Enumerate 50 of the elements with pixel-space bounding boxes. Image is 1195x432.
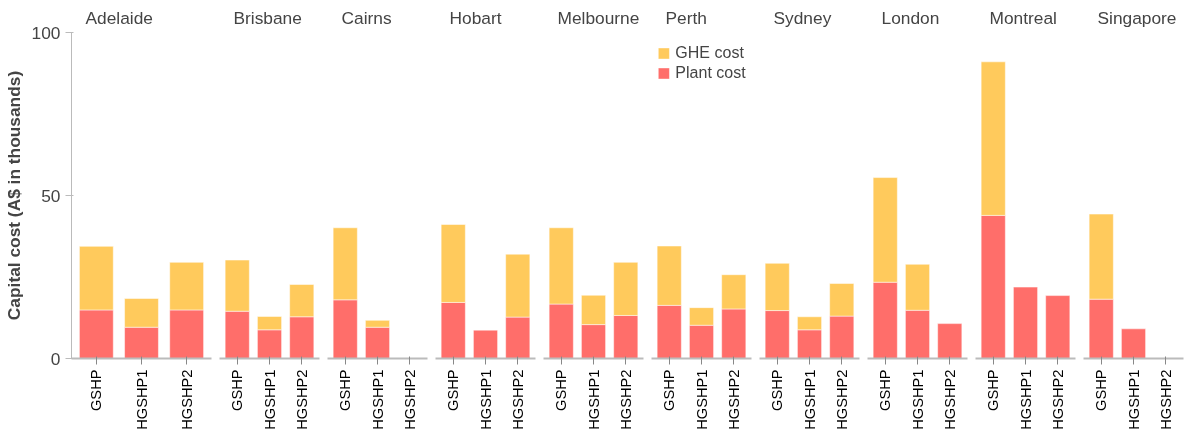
x-tick-label: HGSHP1	[369, 369, 386, 430]
bar	[473, 329, 498, 359]
legend-label: GHE cost	[675, 44, 744, 62]
legend-label: Plant cost	[675, 64, 746, 82]
chart-title: Montreal	[989, 7, 1057, 28]
x-tick-label: GSHP	[553, 369, 570, 412]
x-tick-label: HGSHP1	[585, 369, 602, 430]
x-tick-label: GSHP	[88, 369, 105, 412]
chart-title: Hobart	[449, 7, 502, 28]
x-tick-label: GSHP	[985, 369, 1002, 412]
x-tick-label: HGSHP1	[801, 369, 818, 430]
bar	[937, 323, 963, 359]
x-tick-label: HGSHP2	[509, 369, 526, 430]
x-tick-label: HGSHP1	[261, 369, 278, 430]
chart-title: Singapore	[1097, 7, 1177, 28]
x-tick-label: HGSHP2	[833, 369, 850, 430]
x-tick-label: HGSHP2	[1157, 369, 1174, 430]
chart-title: Sydney	[773, 7, 832, 28]
chart-title: Perth	[665, 7, 707, 28]
x-tick-label: HGSHP2	[941, 369, 958, 430]
x-tick-label: GSHP	[769, 369, 786, 412]
x-tick-label: HGSHP2	[725, 369, 742, 430]
y-tick-label: 0	[50, 348, 61, 369]
bar	[1013, 286, 1038, 359]
chart-title: London	[881, 7, 940, 28]
chart-title: Melbourne	[557, 7, 640, 28]
x-tick-label: HGSHP1	[133, 369, 150, 430]
x-tick-label: GSHP	[1093, 369, 1110, 412]
x-tick-label: HGSHP1	[909, 369, 926, 430]
x-tick-label: HGSHP1	[693, 369, 710, 430]
x-tick-label: HGSHP1	[1125, 369, 1142, 430]
x-tick-label: GSHP	[877, 369, 894, 412]
x-tick-label: HGSHP2	[401, 369, 418, 430]
x-tick-label: HGSHP2	[293, 369, 310, 430]
y-axis-title: Capital cost (A$ in thousands)	[3, 70, 24, 321]
chart-title: Cairns	[341, 7, 392, 28]
x-tick-label: HGSHP2	[178, 369, 195, 430]
x-tick-label: GSHP	[229, 369, 246, 412]
x-tick-label: HGSHP2	[1049, 369, 1066, 430]
x-tick-label: GSHP	[337, 369, 354, 412]
x-tick-label: GSHP	[445, 369, 462, 412]
chart-title: Brisbane	[233, 7, 302, 28]
y-tick-label: 100	[31, 22, 61, 43]
x-tick-label: HGSHP2	[617, 369, 634, 430]
x-tick-label: HGSHP1	[477, 369, 494, 430]
x-tick-label: GSHP	[661, 369, 678, 412]
chart-title: Adelaide	[85, 7, 153, 28]
y-tick-label: 50	[41, 185, 61, 206]
x-tick-label: HGSHP1	[1017, 369, 1034, 430]
bar	[1045, 295, 1071, 359]
